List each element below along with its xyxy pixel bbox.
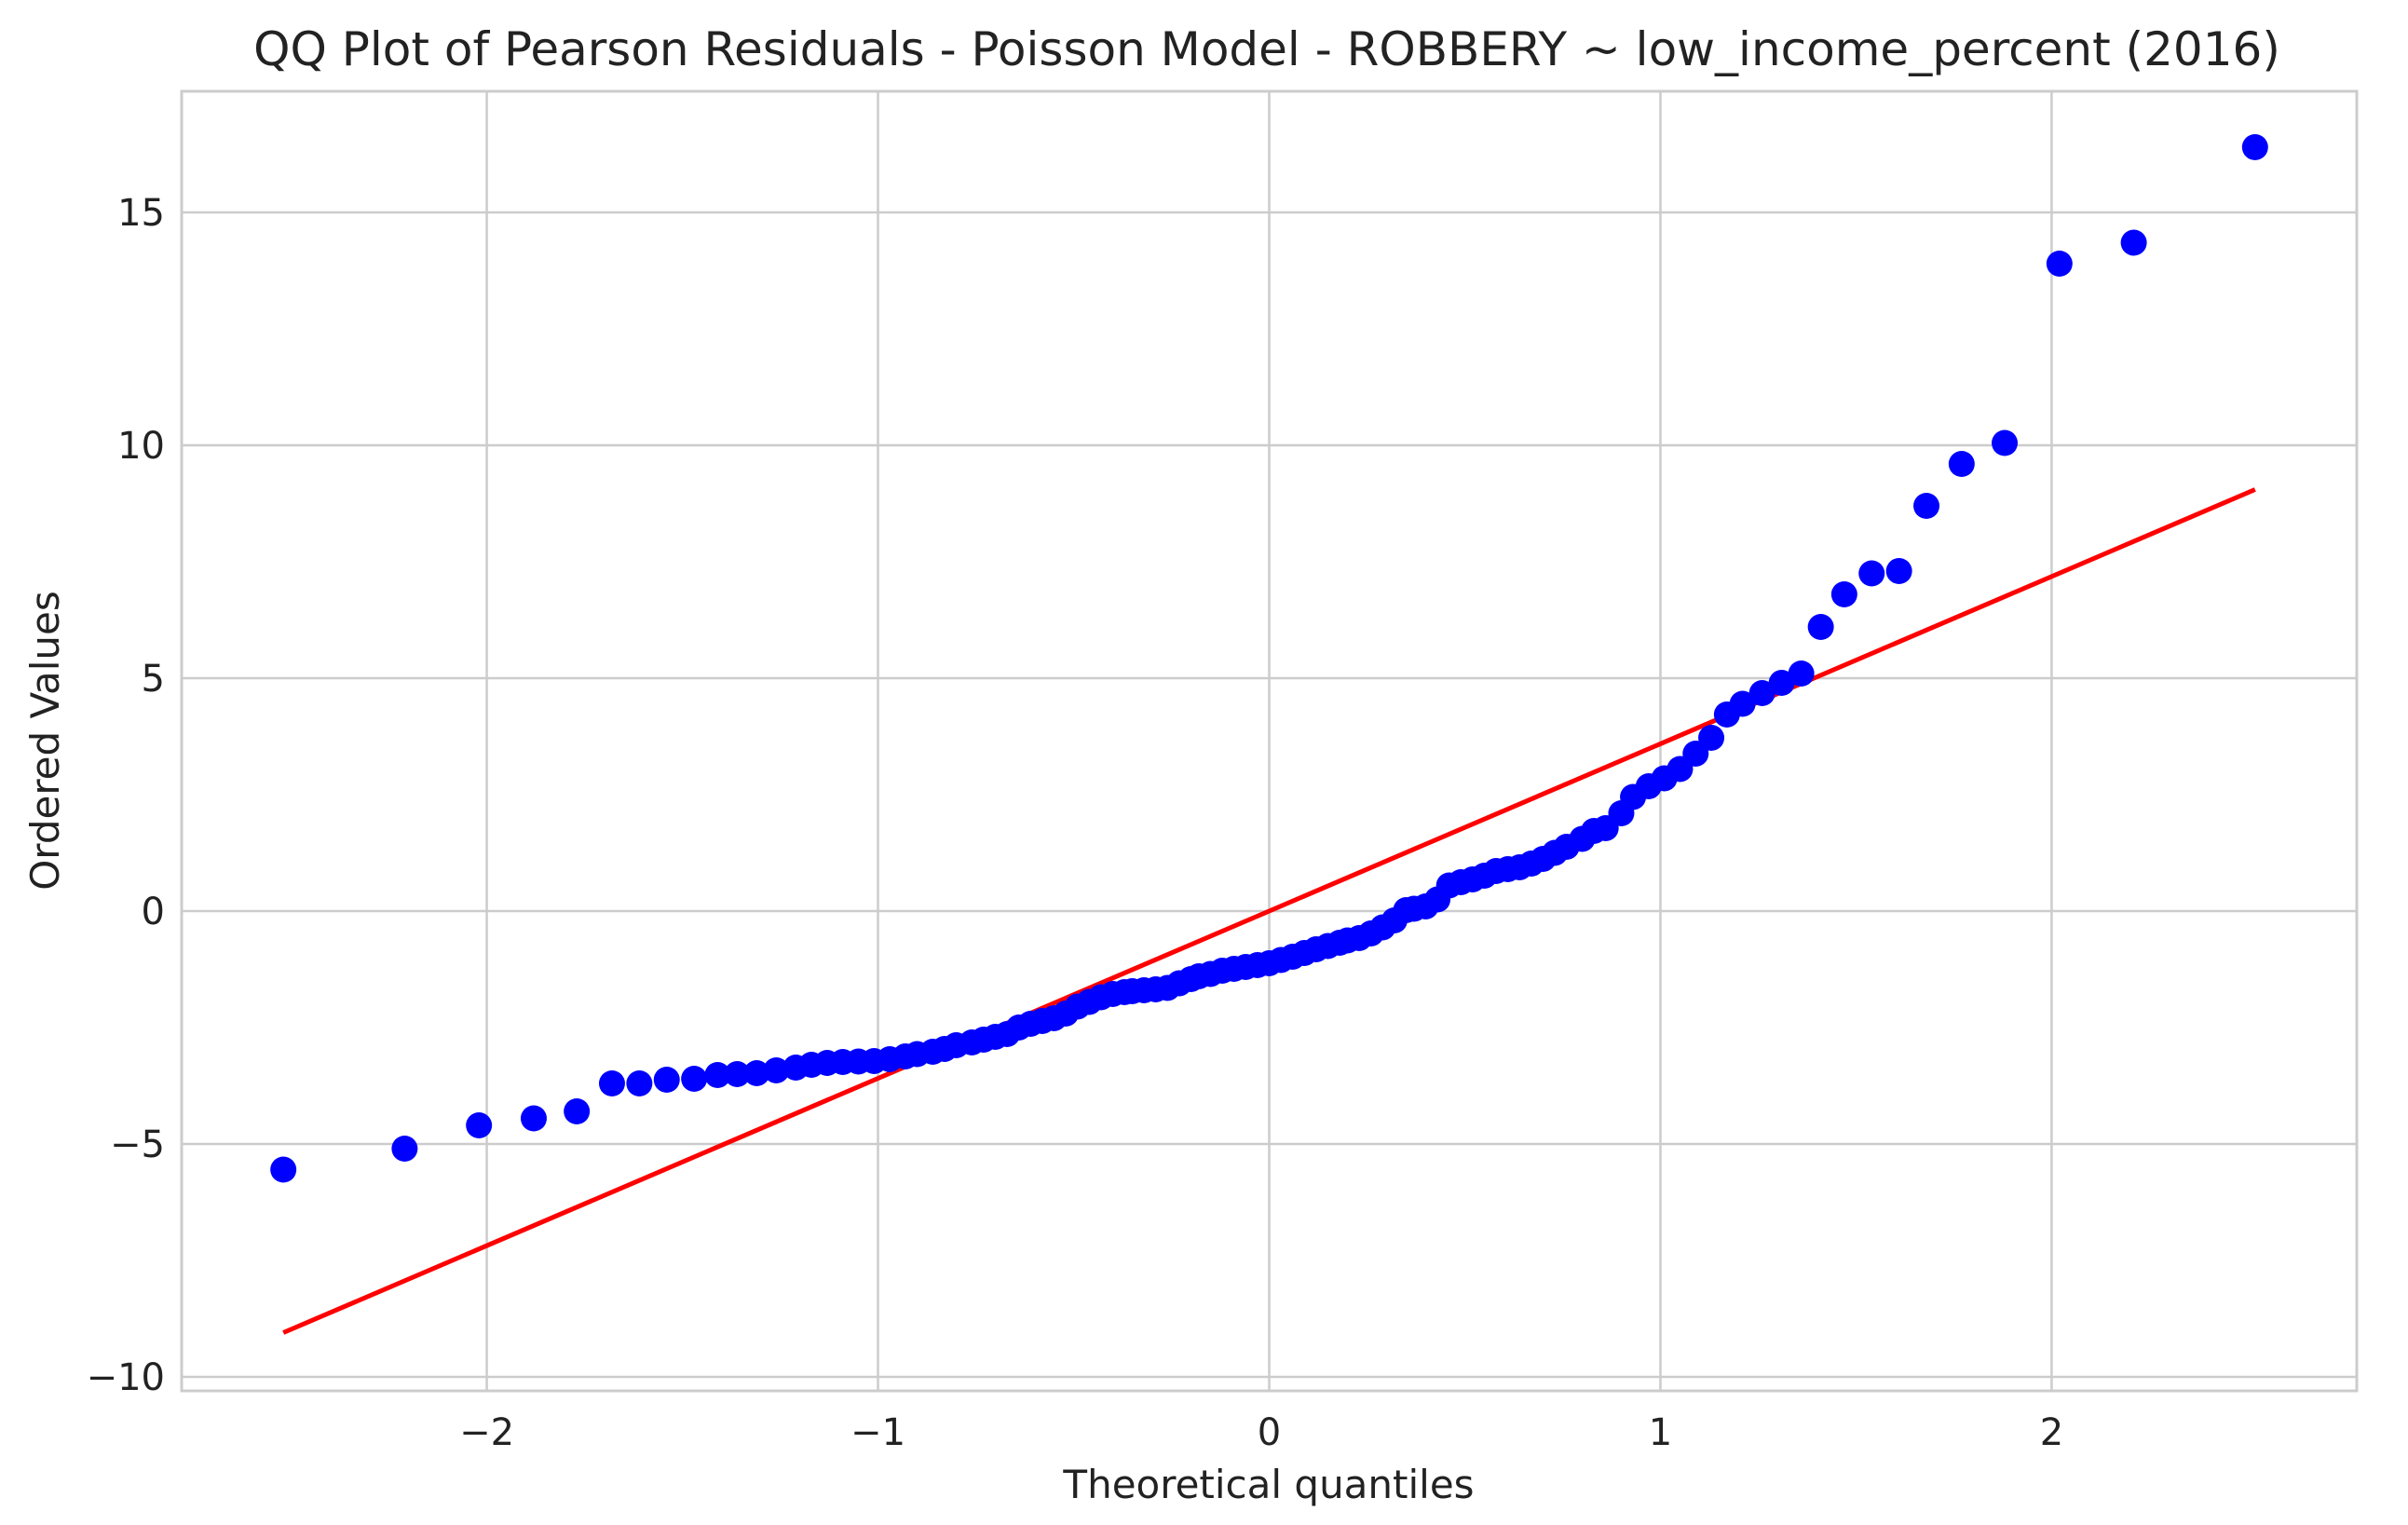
x-tick-labels: −2 −1 0 1 2 xyxy=(459,1411,2063,1454)
data-point xyxy=(626,1070,653,1096)
data-point xyxy=(1698,725,1725,751)
data-point xyxy=(1807,614,1834,640)
y-tick-labels: −10 −5 0 5 10 15 xyxy=(87,192,165,1399)
data-point xyxy=(1830,581,1857,607)
data-point xyxy=(564,1098,591,1124)
x-tick-label: 2 xyxy=(2040,1411,2063,1454)
x-tick-label: −1 xyxy=(850,1411,905,1454)
data-point xyxy=(2241,134,2268,160)
data-point xyxy=(2120,229,2147,256)
data-point xyxy=(743,1060,770,1086)
data-point xyxy=(704,1062,731,1088)
x-tick-label: 0 xyxy=(1258,1411,1281,1454)
y-tick-label: 0 xyxy=(142,891,165,933)
y-tick-label: 15 xyxy=(117,192,165,235)
data-point xyxy=(653,1067,680,1093)
data-point xyxy=(270,1156,297,1183)
y-tick-label: 10 xyxy=(117,425,165,468)
chart-title: QQ Plot of Pearson Residuals - Poisson M… xyxy=(253,22,2280,76)
data-point xyxy=(1729,690,1756,717)
x-tick-label: 1 xyxy=(1649,1411,1672,1454)
data-point xyxy=(2046,251,2073,277)
reference-fit-line xyxy=(282,487,2256,1335)
data-point xyxy=(598,1070,625,1096)
data-point xyxy=(1748,680,1775,706)
data-point xyxy=(724,1061,751,1087)
data-point xyxy=(1885,558,1912,584)
x-axis-label: Theoretical quantiles xyxy=(1062,1462,1474,1507)
x-tick-label: −2 xyxy=(459,1411,514,1454)
y-tick-label: −10 xyxy=(87,1356,165,1399)
data-point xyxy=(1682,741,1709,767)
data-point xyxy=(1768,670,1795,696)
reference-line-layer xyxy=(282,487,2256,1335)
data-point xyxy=(520,1105,547,1132)
data-point xyxy=(1992,429,2019,456)
data-point xyxy=(391,1136,418,1162)
data-point xyxy=(1948,451,1975,477)
data-point xyxy=(681,1066,708,1092)
y-tick-label: 5 xyxy=(142,658,165,701)
data-point xyxy=(763,1057,790,1083)
y-axis-label: Ordered Values xyxy=(22,591,68,891)
data-point xyxy=(466,1112,493,1138)
data-point xyxy=(1858,560,1885,587)
data-points xyxy=(270,134,2268,1183)
plot-frame xyxy=(180,89,2359,1393)
data-point xyxy=(1913,493,1940,519)
y-tick-label: −5 xyxy=(110,1123,165,1166)
data-point xyxy=(1788,660,1815,687)
